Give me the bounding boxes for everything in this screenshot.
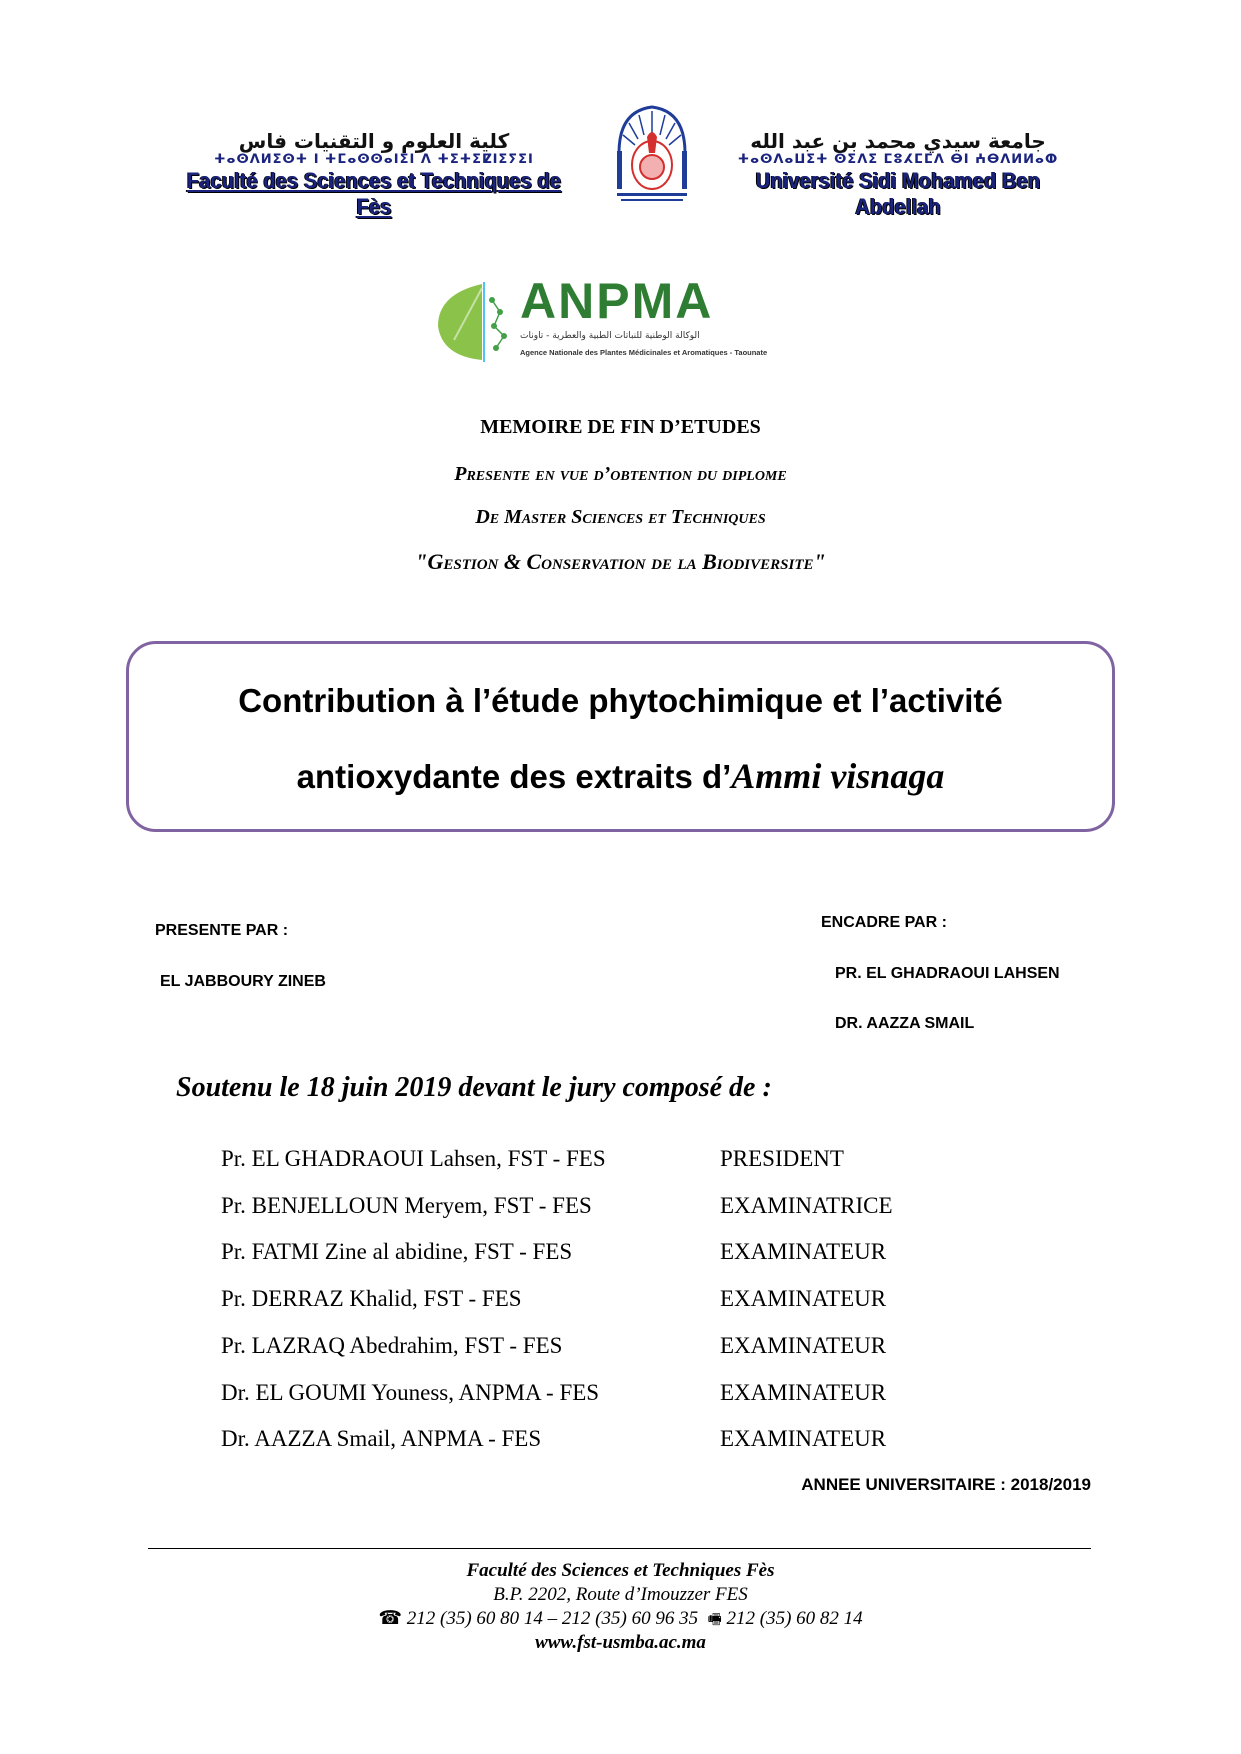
jury-member-name: Pr. FATMI Zine al abidine, FST - FES — [221, 1239, 573, 1265]
jury-member-name: Pr. LAZRAQ Abedrahim, FST - FES — [221, 1332, 563, 1358]
jury-member-name: Dr. AAZZA Smail, ANPMA - FES — [221, 1426, 542, 1452]
jury-row: Pr. FATMI Zine al abidine, FST - FES EXAM… — [221, 1239, 1121, 1269]
fst-logo-latin: Faculté des Sciences et Techniques de Fè… — [186, 168, 562, 219]
species-name: Ammi visnaga — [731, 756, 945, 796]
supervised-by-label: ENCADRE PAR : — [821, 914, 947, 931]
jury-row: Dr. EL GOUMI Youness, ANPMA - FES EXAMINA… — [221, 1380, 1121, 1410]
fst-logo-tifinagh: ⵜⴰⵙⴷⵍⵉⵙⵜ ⵏ ⵜⵎⴰⵙⵙⴰⵏⵉⵏ ⴷ ⵜⵉⵜⵉⵇⵏⵉⵢⵉⵏ — [214, 152, 534, 167]
footer-divider — [148, 1548, 1091, 1549]
fax-number: 212 (35) 60 82 14 — [726, 1608, 863, 1629]
jury-member-name: Pr. BENJELLOUN Meryem, FST - FES — [221, 1192, 592, 1218]
university-emblem — [611, 103, 693, 208]
phone-numbers: 212 (35) 60 80 14 – 212 (35) 60 96 35 — [406, 1608, 699, 1629]
master-line: De Master Sciences et Techniques — [475, 506, 766, 528]
telephone-icon: ☎ — [378, 1608, 403, 1629]
usmba-logo-latin: Université Sidi Mohamed Ben Abdellah — [755, 168, 1041, 219]
jury-member-role: EXAMINATEUR — [720, 1426, 887, 1452]
jury-row: Dr. AAZZA Smail, ANPMA - FES EXAMINATEUR — [221, 1426, 1121, 1456]
usmba-logo: جامعة سيدي محمد بن عبد الله ⵜⴰⵙⴷⴰⵡⵉⵜ ⵙⵉⴷ… — [724, 130, 1072, 220]
jury-member-name: Dr. EL GOUMI Youness, ANPMA - FES — [221, 1379, 600, 1405]
jury-member-role: EXAMINATEUR — [720, 1332, 887, 1358]
leaf-icon — [438, 282, 507, 362]
supervisor-name: DR. AAZZA SMAIL — [835, 1015, 975, 1032]
presented-by-label: PRESENTE PAR : — [155, 922, 289, 939]
jury-member-role: EXAMINATRICE — [720, 1192, 893, 1218]
anpma-word: ANPMA — [520, 273, 714, 329]
thesis-title-line2: antioxydante des extraits d’Ammi visnaga — [0, 756, 1241, 797]
supervisor-name: PR. EL GHADRAOUI LAHSEN — [835, 965, 1060, 982]
anpma-subtitle: Agence Nationale des Plantes Médicinales… — [520, 348, 768, 357]
usmba-logo-tifinagh: ⵜⴰⵙⴷⴰⵡⵉⵜ ⵙⵉⴷⵉ ⵎⵓⵃⵎⵎⴷ ⴱⵏ ⵄⴱⴷⵍⵍⴰⵀ — [737, 152, 1059, 167]
academic-year: ANNEE UNIVERSITAIRE : 2018/2019 — [801, 1475, 1091, 1494]
jury-member-role: EXAMINATEUR — [720, 1379, 887, 1405]
fst-logo-arabic: كلية العلوم و التقنيات فاس — [238, 129, 510, 153]
fst-logo: كلية العلوم و التقنيات فاس ⵜⴰⵙⴷⵍⵉⵙⵜ ⵏ ⵜⵎ… — [168, 130, 580, 220]
jury-row: Pr. BENJELLOUN Meryem, FST - FES EXAMINAT… — [221, 1193, 1121, 1223]
student-name: EL JABBOURY ZINEB — [160, 973, 326, 990]
memoire-heading: MEMOIRE DE FIN D’ETUDES — [480, 416, 761, 438]
jury-member-role: EXAMINATEUR — [720, 1286, 887, 1312]
jury-row: Pr. EL GHADRAOUI Lahsen, FST - FES PRESID… — [221, 1146, 1121, 1176]
footer-address: B.P. 2202, Route d’Imouzzer FES — [493, 1584, 748, 1605]
footer-institution: Faculté des Sciences et Techniques Fès — [466, 1560, 775, 1581]
diploma-line: Presente en vue d’obtention du diplome — [454, 463, 787, 485]
title-prefix: antioxydante des extraits d’ — [296, 758, 732, 795]
footer-contacts: ☎ 212 (35) 60 80 14 – 212 (35) 60 96 35 … — [0, 1607, 1241, 1631]
jury-member-name: Pr. DERRAZ Khalid, FST - FES — [221, 1286, 522, 1312]
footer-website[interactable]: www.fst-usmba.ac.ma — [535, 1632, 706, 1653]
anpma-logo: ANPMA الوكالة الوطنية للنباتات الطبية وا… — [434, 276, 824, 368]
jury-row: Pr. LAZRAQ Abedrahim, FST - FES EXAMINATE… — [221, 1333, 1121, 1363]
usmba-logo-arabic: جامعة سيدي محمد بن عبد الله — [750, 129, 1046, 153]
anpma-wordmark: ANPMA — [520, 276, 713, 326]
program-line: "Gestion & Conservation de la Biodiversi… — [415, 549, 826, 574]
anpma-arabic: الوكالة الوطنية للنباتات الطبية والعطرية… — [520, 331, 700, 341]
title-box — [126, 641, 1115, 832]
defense-line: Soutenu le 18 juin 2019 devant le jury c… — [176, 1072, 772, 1103]
jury-member-name: Pr. EL GHADRAOUI Lahsen, FST - FES — [221, 1146, 606, 1171]
jury-member-role: PRESIDENT — [720, 1146, 844, 1171]
thesis-title-line1: Contribution à l’étude phytochimique et … — [238, 682, 1003, 719]
jury-member-role: EXAMINATEUR — [720, 1239, 887, 1265]
fax-icon: 🖷 — [707, 1610, 722, 1628]
jury-row: Pr. DERRAZ Khalid, FST - FES EXAMINATEUR — [221, 1286, 1121, 1316]
